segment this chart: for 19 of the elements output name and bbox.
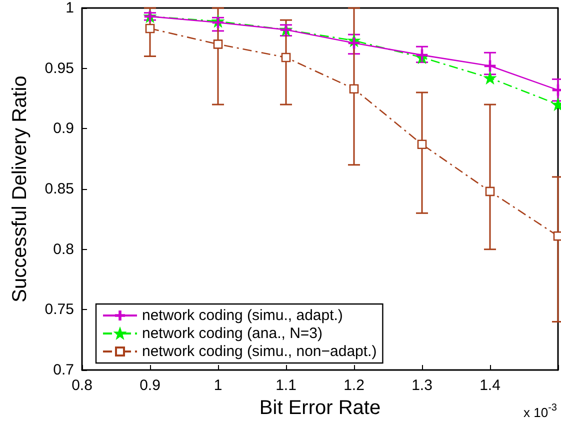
x-tick-label: 0.9	[140, 377, 160, 394]
x-tick-label: 1.2	[344, 377, 364, 394]
legend-label: network coding (simu., adapt.)	[142, 307, 343, 324]
y-tick-label: 0.9	[53, 120, 74, 138]
y-axis-title: Successful Delivery Ratio	[9, 76, 31, 302]
y-tick-label: 1	[66, 0, 74, 16]
x-axis-title: Bit Error Rate	[259, 396, 381, 419]
y-tick-label: 0.8	[53, 240, 74, 258]
y-tick-label: 0.95	[44, 60, 74, 77]
x-tick-label: 1	[214, 377, 222, 394]
legend-label: network coding (simu., non−adapt.)	[142, 343, 377, 360]
x-tick-label: 1.4	[480, 377, 500, 394]
y-tick-label: 0.7	[53, 362, 74, 378]
y-tick-label: 0.85	[44, 180, 74, 198]
x-tick-label: 1.1	[276, 377, 296, 394]
y-tick-label: 0.75	[44, 301, 74, 318]
x-tick-label: 1.3	[412, 377, 432, 394]
legend-label: network coding (ana., N=3)	[142, 325, 323, 342]
x-tick-label: 0.8	[72, 377, 92, 394]
